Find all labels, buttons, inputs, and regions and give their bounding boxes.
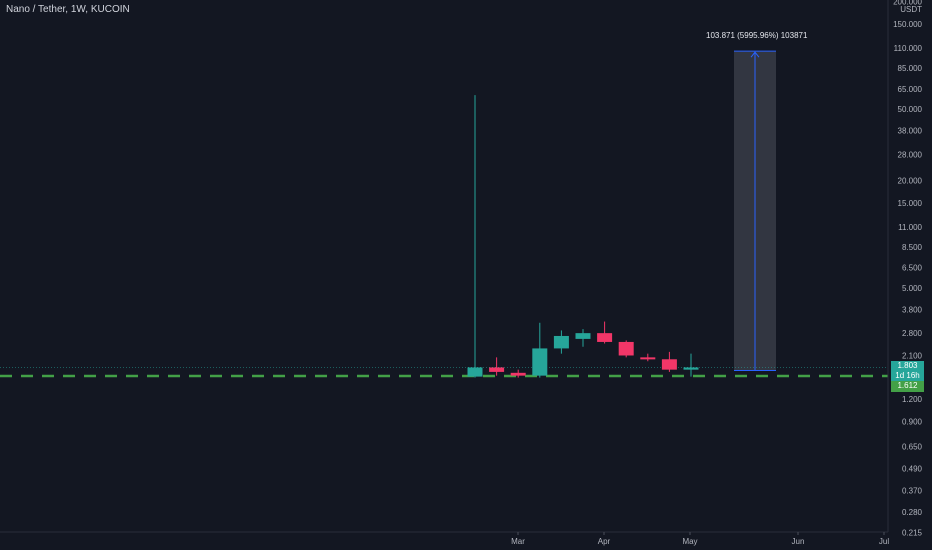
price-tick-label: 11.000: [898, 223, 922, 232]
currency-label: USDT: [900, 5, 922, 14]
candle-body: [618, 341, 634, 356]
price-tick-label: 65.000: [898, 85, 923, 94]
price-tick-label: 3.800: [902, 305, 923, 314]
price-tick-label: 0.900: [902, 417, 923, 426]
symbol-title[interactable]: Nano / Tether, 1W, KUCOIN: [6, 4, 130, 15]
price-tick-label: 0.490: [902, 465, 923, 474]
time-tick-label: Jun: [792, 537, 805, 546]
time-tick-label: Jul: [879, 537, 889, 546]
price-tick-label: 110.000: [894, 44, 923, 53]
price-tick-label: 0.370: [902, 486, 923, 495]
price-axis[interactable]: 200.000 150.000 110.000 85.000 65.000 50.000 3…: [893, 0, 922, 538]
current-price-value: 1.803: [897, 361, 918, 370]
price-tick-label: 5.000: [902, 284, 923, 293]
time-tick-label: May: [682, 537, 697, 546]
price-levels: [0, 367, 888, 378]
price-tick-label: 28.000: [898, 150, 923, 159]
bar-countdown: 1d 16h: [895, 371, 920, 380]
measure-arrow-icon: [750, 51, 760, 58]
price-tick-label: 2.800: [902, 329, 923, 338]
candle-body: [575, 333, 591, 339]
price-tick-label: 2.100: [902, 351, 923, 360]
price-tick-label: 15.000: [898, 199, 923, 208]
candle-body: [640, 357, 656, 360]
price-tick-label: 150.000: [893, 20, 922, 29]
price-tick-label: 0.215: [902, 529, 923, 538]
price-tick-label: 200.000: [893, 0, 922, 7]
time-axis[interactable]: Mar Apr May Jun Jul: [511, 532, 889, 546]
candle-body: [683, 367, 699, 370]
price-tick-label: 6.500: [902, 264, 923, 273]
candle-body: [661, 359, 677, 370]
price-tick-label: 38.000: [898, 127, 923, 136]
candle-body: [553, 335, 569, 349]
candle-body: [597, 333, 613, 342]
time-tick-label: Apr: [598, 537, 611, 546]
price-tick-label: 0.650: [902, 443, 923, 452]
price-tick-label: 20.000: [898, 176, 923, 185]
low-level-badge: 1.612: [891, 381, 924, 392]
candle-body: [489, 367, 505, 372]
candles: [467, 95, 699, 378]
measure-tool[interactable]: [734, 50, 776, 371]
candle-body: [467, 367, 483, 377]
price-tick-label: 8.500: [902, 243, 923, 252]
price-tick-label: 85.000: [898, 64, 923, 73]
time-tick-label: Mar: [511, 537, 525, 546]
price-tick-label: 1.200: [902, 395, 923, 404]
measure-label: 103.871 (5995.96%) 103871: [706, 31, 808, 40]
price-tick-label: 0.280: [902, 508, 923, 517]
price-tick-label: 50.000: [898, 105, 923, 114]
candle-body: [510, 372, 526, 376]
candle-body: [532, 348, 548, 376]
